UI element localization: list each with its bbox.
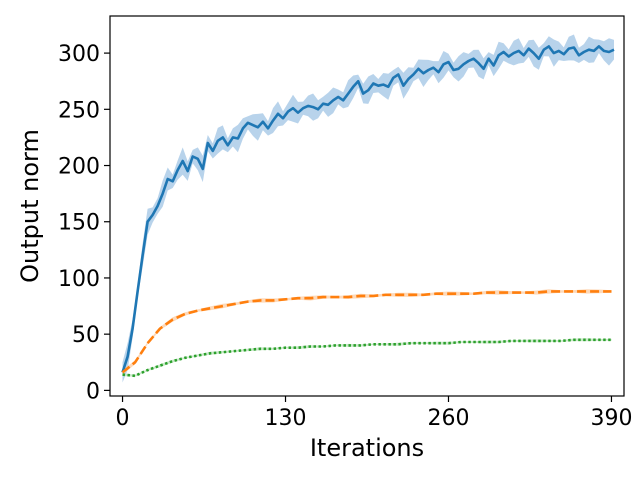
x-tick-label: 130 [265,406,307,431]
x-tick-label: 260 [427,406,469,431]
plot-frame [109,15,625,397]
x-axis-ticks: 0 130 260 390 [116,396,632,431]
series-3-band [122,338,612,377]
series-2-band [122,289,612,375]
y-tick-label: 100 [58,267,100,292]
confidence-bands [122,34,614,383]
y-axis-title: Output norm [16,129,44,283]
y-axis-ticks: 0 50 100 150 200 250 300 [58,42,110,404]
series-3-line [122,338,612,378]
y-tick-label: 300 [58,42,100,67]
y-tick-label: 0 [86,379,100,404]
x-axis-title: Iterations [310,434,424,462]
x-tick-label: 0 [116,406,130,431]
y-tick-label: 50 [72,323,100,348]
series-1-band [122,34,614,383]
series-2-line [121,290,612,374]
series-lines [121,45,615,378]
y-tick-label: 150 [58,211,100,236]
x-tick-label: 390 [590,406,632,431]
y-tick-label: 200 [58,155,100,180]
series-1-line [121,45,615,373]
y-tick-label: 250 [58,98,100,123]
